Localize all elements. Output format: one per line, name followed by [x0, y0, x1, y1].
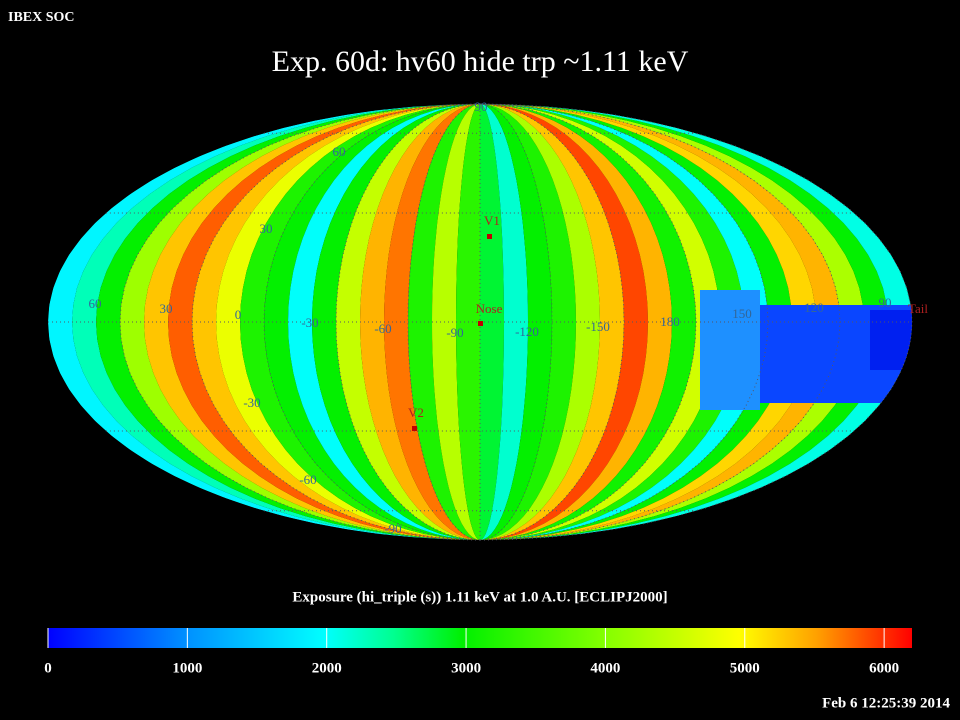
graticule-label: -30 [243, 395, 260, 410]
graticule-label: 30 [160, 301, 173, 316]
timestamp: Feb 6 12:25:39 2014 [822, 695, 950, 711]
graticule-label: 30 [260, 221, 273, 236]
colorbar-tick-label: 5000 [730, 660, 760, 676]
marker-dot [412, 426, 417, 431]
graticule-label: 90 [475, 99, 488, 114]
meridian [407, 103, 481, 541]
colorbar-label: Exposure (hi_triple (s)) 1.11 keV at 1.0… [292, 589, 667, 605]
graticule-labels: 90 60 30 60 30 0 -30 -60 -90 -120 -150 180 150 120 90 -… [89, 99, 892, 536]
app-label: IBEX SOC [8, 10, 75, 25]
graticule-label: -30 [301, 315, 318, 330]
meridian [479, 103, 553, 541]
meridian [263, 103, 481, 541]
region-patch [700, 290, 760, 410]
exposure-strip [336, 104, 480, 540]
graticule-label: 180 [660, 314, 680, 329]
graticule-label: 60 [89, 296, 102, 311]
marker-dot [487, 234, 492, 239]
markers: V1 Nose V2 Tail [408, 213, 928, 431]
exposure-strip [480, 104, 576, 540]
colorbar-tick-label: 1000 [172, 660, 202, 676]
map-title: Exp. 60d: hv60 hide trp ~1.11 keV [272, 45, 689, 78]
marker-label: Nose [476, 301, 503, 316]
marker-label: V1 [484, 213, 500, 228]
meridian [119, 103, 481, 541]
colorbar [48, 628, 912, 648]
marker-dot [478, 321, 483, 326]
colorbar-tick-label: 0 [44, 660, 52, 676]
meridian [479, 103, 841, 541]
graticule-label: 120 [804, 300, 824, 315]
graticule-label: 0 [235, 307, 242, 322]
region-patch [870, 310, 912, 370]
colorbar-tick-label: 4000 [590, 660, 620, 676]
meridian [479, 103, 697, 541]
colorbar-ticks: 0 1000 2000 3000 4000 5000 6000 [44, 628, 899, 676]
graticule-label: -90 [384, 521, 401, 536]
graticule-label: -150 [586, 319, 610, 334]
graticule-label: -90 [446, 325, 463, 340]
colorbar-tick-label: 2000 [312, 660, 342, 676]
exposure-strip [480, 104, 624, 540]
graticule-label: 60 [333, 144, 346, 159]
graticule-label: 150 [732, 306, 752, 321]
colorbar-tick-label: 3000 [451, 660, 481, 676]
meridian [479, 103, 913, 541]
graticule-label: -120 [515, 324, 539, 339]
exposure-strip [384, 104, 480, 540]
marker-label: V2 [408, 405, 424, 420]
graticule-label: 90 [879, 295, 892, 310]
marker-label: Tail [908, 301, 928, 316]
graticule-label: -60 [299, 472, 316, 487]
colorbar-tick-label: 6000 [869, 660, 899, 676]
graticule-label: -60 [374, 321, 391, 336]
